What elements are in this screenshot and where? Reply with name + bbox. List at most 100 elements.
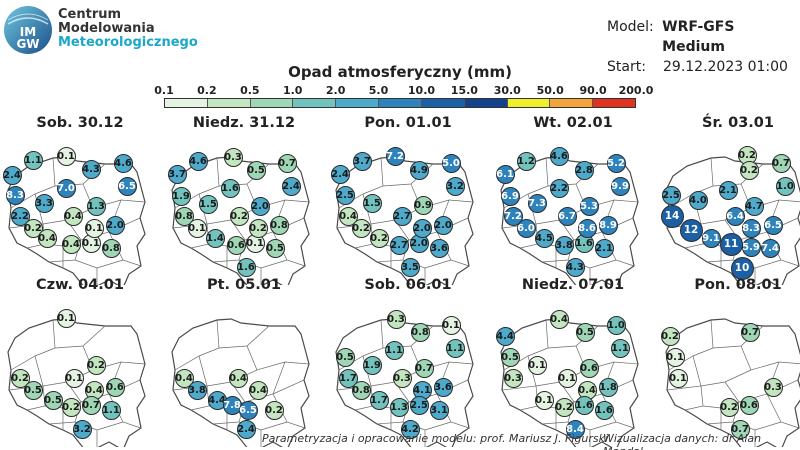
station-value: 4.6 xyxy=(113,153,133,173)
station-value: 3.2 xyxy=(72,419,92,439)
station-value: 2.0 xyxy=(250,196,270,216)
station-value: 0.7 xyxy=(730,419,750,439)
station-value: 0.1 xyxy=(441,315,461,335)
panel-date: Niedz. 07.01 xyxy=(521,277,625,293)
station-value: 0.4 xyxy=(61,234,81,254)
station-value: 1.6 xyxy=(594,400,614,420)
station-value: 0.9 xyxy=(413,195,433,215)
station-value: 0.7 xyxy=(414,358,434,378)
station-value: 0.4 xyxy=(577,380,597,400)
station-value: 3.1 xyxy=(429,400,449,420)
station-value: 0.1 xyxy=(56,146,76,166)
region-border xyxy=(174,319,220,371)
panel-date: Pon. 08.01 xyxy=(694,277,782,293)
region-border xyxy=(740,345,800,371)
station-value: 0.2 xyxy=(660,326,680,346)
station-value: 2.5 xyxy=(661,185,681,205)
station-value: 3.8 xyxy=(554,235,574,255)
station-value: 0.2 xyxy=(737,145,757,165)
region-border xyxy=(410,345,474,371)
station-value: 0.1 xyxy=(84,218,104,238)
legend-tick: 200.0 xyxy=(618,84,654,97)
region-border xyxy=(706,421,734,425)
station-value: 2.7 xyxy=(389,235,409,255)
legend-color-7 xyxy=(464,99,508,107)
station-value: 0.2 xyxy=(86,355,106,375)
station-value: 0.5 xyxy=(23,380,43,400)
region-border xyxy=(272,379,305,395)
start-value: 29.12.2023 01:00 xyxy=(663,59,788,75)
region-border xyxy=(575,183,639,209)
forecast-panel: Sob. 06.01 0.3 0.8 0.1 1.1 1.1 0.5 1.9 0.7 1.7 0.3… xyxy=(328,277,488,447)
station-value: 2.5 xyxy=(335,185,355,205)
station-value: 3.7 xyxy=(352,151,372,171)
station-value: 6.1 xyxy=(495,164,515,184)
region-border xyxy=(82,183,146,209)
start-label: Start: xyxy=(607,59,646,75)
station-value: 12 xyxy=(679,218,703,242)
region-border xyxy=(246,345,310,371)
station-value: 4.9 xyxy=(409,160,429,180)
legend-color-5 xyxy=(379,99,422,107)
station-value: 3.5 xyxy=(400,257,420,277)
station-value: 2.8 xyxy=(574,160,594,180)
station-value: 5.3 xyxy=(579,196,599,216)
legend-tick: 90.0 xyxy=(579,84,607,97)
station-value: 0.6 xyxy=(226,235,246,255)
station-value: 0.1 xyxy=(665,347,685,367)
panel-date: Sob. 06.01 xyxy=(364,277,452,293)
station-value: 1.0 xyxy=(606,315,626,335)
station-value: 2.4 xyxy=(330,164,350,184)
station-value: 1.5 xyxy=(362,193,382,213)
station-value: 4.7 xyxy=(744,196,764,216)
station-value: 6.7 xyxy=(557,206,577,226)
station-value: 0.4 xyxy=(174,368,194,388)
station-value: 0.7 xyxy=(740,322,760,342)
station-value: 0.5 xyxy=(43,390,63,410)
model-value: WRF-GFS Medium xyxy=(662,19,735,55)
station-value: 0.1 xyxy=(527,355,547,375)
station-value: 7.3 xyxy=(527,193,547,213)
station-value: 0.2 xyxy=(10,368,30,388)
station-value: 0.3 xyxy=(392,368,412,388)
station-value: 0.2 xyxy=(248,218,268,238)
station-value: 1.1 xyxy=(23,150,43,170)
station-value: 1.8 xyxy=(598,377,618,397)
legend-tick: 0.2 xyxy=(197,84,217,97)
station-value: 9.1 xyxy=(701,228,721,248)
panel-date: Wt. 02.01 xyxy=(533,115,613,131)
model-info: Model: WRF-GFS Medium Start: 29.12.2023 … xyxy=(607,17,800,77)
station-value: 1.9 xyxy=(362,355,382,375)
station-value: 7.4 xyxy=(760,238,780,258)
station-value: 0.8 xyxy=(101,238,121,258)
region-border xyxy=(575,345,639,371)
station-value: 4.4 xyxy=(495,326,515,346)
station-value: 1.7 xyxy=(369,390,389,410)
region-border xyxy=(706,259,734,263)
station-value: 0.6 xyxy=(739,395,759,415)
station-value: 0.8 xyxy=(351,380,371,400)
panel-date: Czw. 04.01 xyxy=(36,277,124,293)
region-border xyxy=(48,259,76,263)
station-value: 0.3 xyxy=(503,368,523,388)
station-value: 0.3 xyxy=(763,377,783,397)
region-border xyxy=(668,157,714,209)
station-value: 1.6 xyxy=(220,178,240,198)
region-border xyxy=(212,259,240,263)
station-value: 2.4 xyxy=(281,176,301,196)
region-border xyxy=(740,183,800,209)
station-value: 0.2 xyxy=(229,206,249,226)
station-value: 4.3 xyxy=(565,257,585,277)
legend-color-8 xyxy=(507,99,551,107)
station-value: 6.5 xyxy=(238,400,258,420)
station-value: 0.2 xyxy=(264,400,284,420)
station-value: 0.2 xyxy=(351,218,371,238)
station-value: 4.0 xyxy=(688,190,708,210)
region-border xyxy=(82,345,146,371)
logo-text-bottom: GW xyxy=(16,37,39,51)
station-value: 1.6 xyxy=(236,257,256,277)
station-value: 1.0 xyxy=(775,176,795,196)
forecast-panel: Czw. 04.01 0.1 0.2 0.2 0.1 0.5 0.6 0.4 0.5 0.2 0.7… xyxy=(0,277,160,447)
organization-name: Centrum Modelowania Meteorologicznego xyxy=(58,8,198,50)
forecast-panel: Śr. 03.01 0.2 0.7 0.2 1.0 2.5 4.0 2.1 4.7 14 6.4 12… xyxy=(658,115,800,285)
